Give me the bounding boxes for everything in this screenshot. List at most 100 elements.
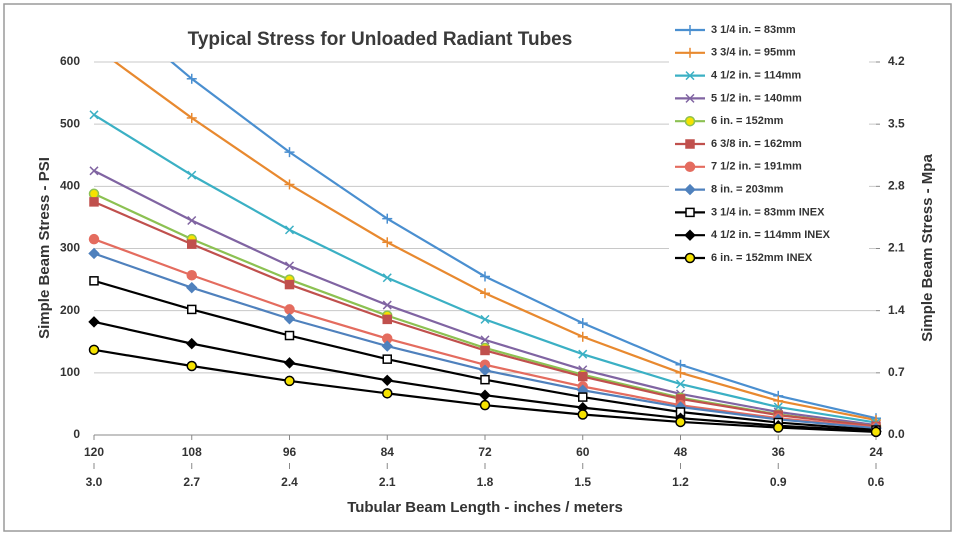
legend-label: 3 3/4 in. = 95mm [711,47,796,59]
marker [685,71,695,81]
chart-title: Typical Stress for Unloaded Radiant Tube… [188,29,573,50]
x-axis-title: Tubular Beam Length - inches / meters [347,499,623,516]
y-axis-title: Simple Beam Stress - PSI [36,157,53,339]
x-tick-label: 120 [84,445,104,459]
marker [89,0,99,2]
marker [480,314,490,324]
marker [187,170,197,180]
marker [88,316,100,328]
marker-part [88,344,100,356]
y-tick-label: 400 [60,179,80,193]
marker [684,252,696,264]
marker [578,349,588,359]
marker-part [88,188,100,200]
x2-tick-label: 2.1 [379,475,396,489]
marker [685,25,695,35]
marker-part [283,357,296,369]
marker-part [284,261,295,271]
legend-label: 8 in. = 203mm [711,184,784,196]
marker-part [88,247,100,260]
marker [186,337,198,350]
marker-part [89,110,99,120]
marker [578,392,588,402]
marker [685,139,695,149]
marker-part [773,422,784,433]
marker-part [480,335,490,345]
y-tick-label: 600 [60,54,80,68]
marker-part [578,371,588,382]
y2-tick-label: 2.1 [888,241,905,255]
marker-part [684,115,696,127]
y-tick-label: 100 [60,365,80,379]
marker-part [284,330,295,341]
marker-part [382,300,392,310]
x2-tick-label: 0.6 [868,475,885,489]
x2-tick-label: 1.5 [574,475,591,489]
legend-label: 5 1/2 in. = 140mm [711,92,802,104]
marker [480,335,490,345]
x2-tick-label: 0.9 [770,475,787,489]
y2-tick-label: 2.8 [888,179,905,193]
marker-part [685,207,695,218]
marker-part [675,379,686,389]
plot-area [88,0,882,438]
marker-part [578,392,588,402]
marker-part [684,161,696,173]
legend-label: 6 in. = 152mm INEX [711,252,813,264]
marker [480,374,490,385]
marker [284,261,295,271]
y2-tick-label: 0.0 [888,427,905,441]
legend-label: 6 3/8 in. = 162mm [711,138,802,150]
marker [675,367,686,378]
marker [480,345,490,356]
marker [284,179,295,190]
marker [284,225,295,235]
marker-part [577,409,588,420]
marker-part [88,233,100,245]
marker-part [187,215,197,226]
marker [284,375,295,387]
marker [382,314,392,325]
legend-label: 4 1/2 in. = 114mm [711,70,801,82]
marker [685,207,695,218]
legend-label: 4 1/2 in. = 114mm INEX [711,229,831,241]
marker [284,304,295,315]
marker [186,73,197,84]
marker-part [870,426,882,438]
marker [684,183,696,196]
marker-part [684,252,696,264]
marker [870,426,882,438]
marker [89,166,99,176]
marker-part [480,345,490,356]
y2-tick-label: 1.4 [888,303,905,317]
marker [684,161,696,173]
marker [284,147,295,158]
y2-tick-label: 3.5 [888,116,905,130]
marker [187,215,197,226]
marker-part [186,281,198,294]
legend-label: 6 in. = 152mm [711,115,784,127]
y-tick-label: 200 [60,303,80,317]
marker [480,288,490,299]
legend-box [669,18,869,273]
marker [479,399,491,411]
marker-part [382,273,392,283]
x2-tick-label: 1.2 [672,475,689,489]
legend-label: 3 1/4 in. = 83mm [711,24,796,36]
marker [187,304,197,315]
marker [577,331,588,342]
x-tick-label: 24 [869,445,883,459]
marker [381,340,393,352]
marker-part [187,239,197,249]
marker-part [88,316,100,328]
marker-part [284,279,295,290]
marker [578,371,588,382]
marker-part [186,360,197,372]
marker [382,213,393,224]
marker-part [675,416,686,428]
marker [89,197,99,207]
x-tick-label: 48 [674,445,688,459]
marker [284,330,295,341]
x-tick-label: 72 [478,445,492,459]
marker [89,110,99,120]
